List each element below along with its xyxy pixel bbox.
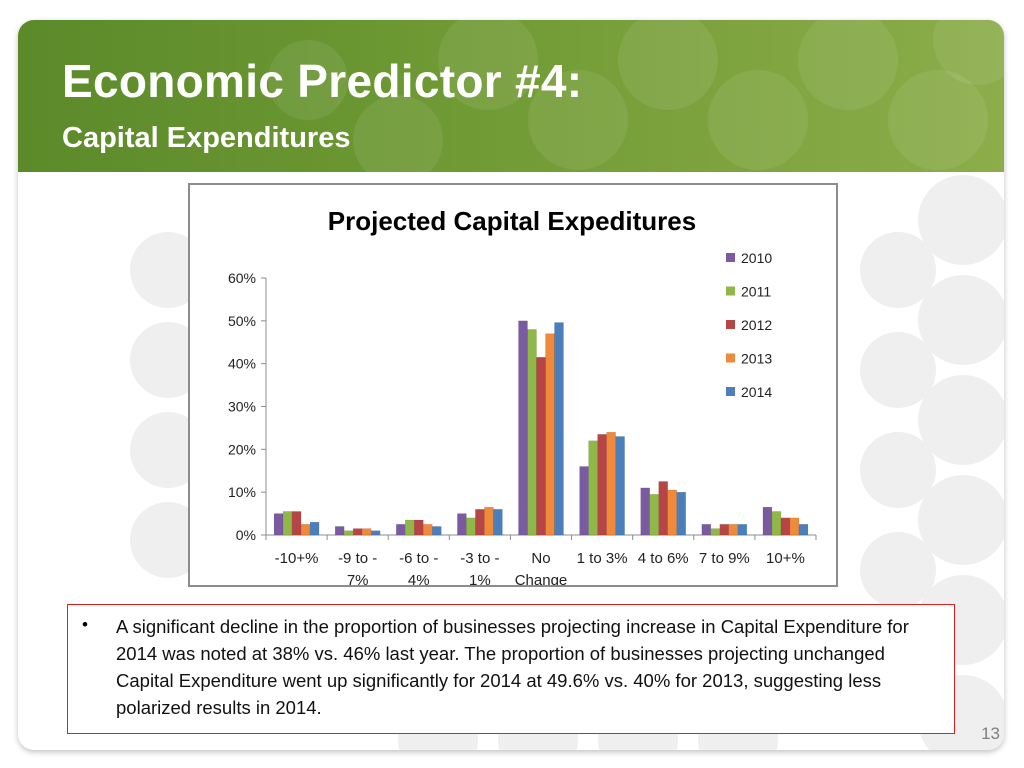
banner-decoration bbox=[268, 20, 1004, 172]
y-tick-label: 40% bbox=[228, 356, 256, 372]
x-tick-label: -10+% bbox=[275, 550, 319, 567]
bar-2011 bbox=[405, 519, 415, 536]
x-tick-label: 1 to 3% bbox=[577, 550, 628, 567]
legend-swatch-2012 bbox=[726, 320, 735, 329]
chart-container: Projected Capital Expeditures 0% 10% 20% 30%… bbox=[188, 183, 838, 587]
legend-label-2012: 2012 bbox=[741, 317, 772, 333]
bar-2011 bbox=[710, 528, 721, 536]
bar-2013 bbox=[300, 524, 311, 536]
bar-2012 bbox=[291, 511, 302, 536]
bar-2010 bbox=[518, 320, 528, 536]
bar-2012 bbox=[414, 519, 424, 536]
chart-title: Projected Capital Expeditures bbox=[328, 206, 696, 236]
y-tick-label: 30% bbox=[228, 399, 256, 415]
bar-2012 bbox=[658, 481, 668, 536]
bar-2014 bbox=[309, 521, 320, 536]
y-tick-label: 10% bbox=[228, 484, 256, 500]
bar-2013 bbox=[728, 524, 739, 536]
bar-2010 bbox=[273, 513, 284, 536]
bar-2012 bbox=[536, 356, 546, 536]
x-tick-label: No bbox=[531, 550, 550, 567]
y-tick-label: 60% bbox=[228, 270, 256, 286]
bar-2012 bbox=[780, 517, 791, 536]
bar-2011 bbox=[343, 530, 354, 536]
bar-2014 bbox=[493, 509, 503, 536]
x-tick-label: -6 to - bbox=[399, 550, 438, 567]
legend-label-2013: 2013 bbox=[741, 351, 772, 367]
bar-2012 bbox=[475, 509, 485, 536]
slide: Economic Predictor #4: Capital Expenditu… bbox=[18, 20, 1004, 750]
bar-2013 bbox=[484, 506, 494, 536]
bar-2014 bbox=[370, 530, 381, 536]
legend-swatch-2011 bbox=[726, 286, 735, 296]
bar-2011 bbox=[649, 494, 659, 536]
bar-2013 bbox=[667, 489, 677, 536]
bar-2010 bbox=[396, 524, 406, 536]
x-tick-label: Change bbox=[515, 572, 568, 585]
bar-2012 bbox=[352, 528, 363, 536]
legend-label-2010: 2010 bbox=[741, 250, 772, 266]
bar-2014 bbox=[798, 524, 809, 536]
note-box: • A significant decline in the proportio… bbox=[67, 604, 955, 734]
bar-2011 bbox=[771, 511, 782, 536]
bar-2012 bbox=[597, 434, 607, 536]
x-tick-label: 1% bbox=[469, 572, 491, 585]
bar-2014 bbox=[676, 491, 686, 536]
x-tick-label: 4% bbox=[408, 572, 430, 585]
x-tick-label: 10+% bbox=[766, 550, 805, 567]
note-text: A significant decline in the proportion … bbox=[116, 616, 909, 718]
legend-label-2014: 2014 bbox=[741, 384, 772, 400]
bar-2010 bbox=[762, 506, 773, 536]
x-tick-label: -9 to - bbox=[338, 550, 377, 567]
legend-swatch-2013 bbox=[726, 353, 735, 363]
x-tick-label: 7 to 9% bbox=[699, 550, 750, 567]
bar-2013 bbox=[545, 333, 555, 536]
x-tick-label: -3 to - bbox=[460, 550, 499, 567]
bar-2014 bbox=[615, 436, 625, 536]
legend-swatch-2014 bbox=[726, 387, 735, 396]
x-tick-label: 4 to 6% bbox=[638, 550, 689, 567]
y-tick-label: 20% bbox=[228, 441, 256, 457]
bar-2014 bbox=[554, 322, 564, 536]
bullet-marker: • bbox=[82, 615, 88, 634]
bar-2013 bbox=[789, 517, 800, 536]
bar-2013 bbox=[423, 524, 433, 536]
bar-2010 bbox=[334, 526, 345, 536]
x-tick-label: 7% bbox=[347, 572, 369, 585]
bar-2010 bbox=[640, 487, 650, 536]
bar-chart: Projected Capital Expeditures 0% 10% 20% 30%… bbox=[228, 206, 817, 585]
page-number: 13 bbox=[981, 724, 1000, 743]
bar-2011 bbox=[282, 511, 293, 536]
title-banner: Economic Predictor #4: Capital Expenditu… bbox=[18, 20, 1004, 172]
bar-2013 bbox=[606, 431, 616, 536]
y-tick-label: 50% bbox=[228, 313, 256, 329]
bar-2010 bbox=[579, 466, 589, 536]
bar-2011 bbox=[466, 517, 476, 536]
bar-2010 bbox=[701, 524, 712, 536]
bar-2012 bbox=[719, 524, 730, 536]
bar-2011 bbox=[527, 329, 537, 536]
y-tick-label: 0% bbox=[236, 527, 256, 543]
bar-2014 bbox=[432, 526, 442, 536]
legend-swatch-2010 bbox=[726, 253, 735, 262]
bar-2010 bbox=[457, 513, 467, 536]
page-subtitle: Capital Expenditures bbox=[62, 122, 351, 154]
bar-2013 bbox=[361, 528, 372, 536]
page-title: Economic Predictor #4: bbox=[62, 55, 583, 107]
bar-2014 bbox=[737, 524, 748, 536]
bar-2011 bbox=[588, 440, 598, 536]
legend-label-2011: 2011 bbox=[741, 284, 771, 300]
